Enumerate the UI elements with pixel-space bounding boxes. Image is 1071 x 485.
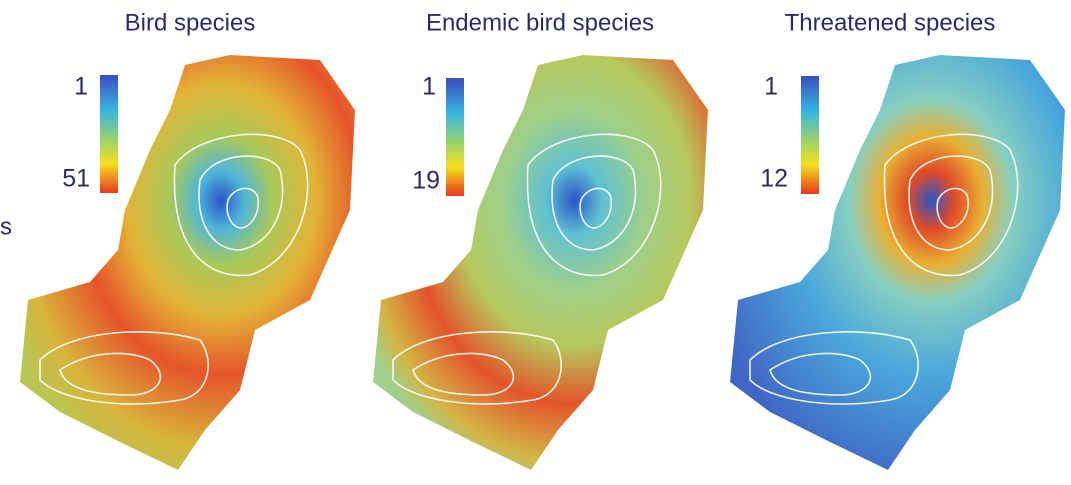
legend-min: 1 xyxy=(74,73,88,101)
panel-title: Endemic bird species xyxy=(426,9,654,36)
colorbar xyxy=(446,78,464,196)
panel: Threatened species 1 12 xyxy=(730,9,1065,470)
legend-max: 51 xyxy=(62,165,90,193)
panel-title: Bird species xyxy=(125,9,256,36)
panel: Endemic bird species 1 19 xyxy=(373,9,708,470)
legend-max: 12 xyxy=(760,165,788,193)
legend-min: 1 xyxy=(422,73,436,101)
map xyxy=(20,55,355,470)
legend-min: 1 xyxy=(764,73,778,101)
panel: Bird species 1 51 xyxy=(20,9,355,470)
figure: s Bird species 1 51 Endemic bird species… xyxy=(0,0,1071,485)
map xyxy=(730,55,1065,470)
panel-title: Threatened species xyxy=(785,9,996,36)
legend-max: 19 xyxy=(412,167,440,195)
cut-off-text: s xyxy=(0,213,12,240)
colorbar xyxy=(100,75,118,193)
colorbar xyxy=(801,76,819,194)
map xyxy=(373,55,708,470)
